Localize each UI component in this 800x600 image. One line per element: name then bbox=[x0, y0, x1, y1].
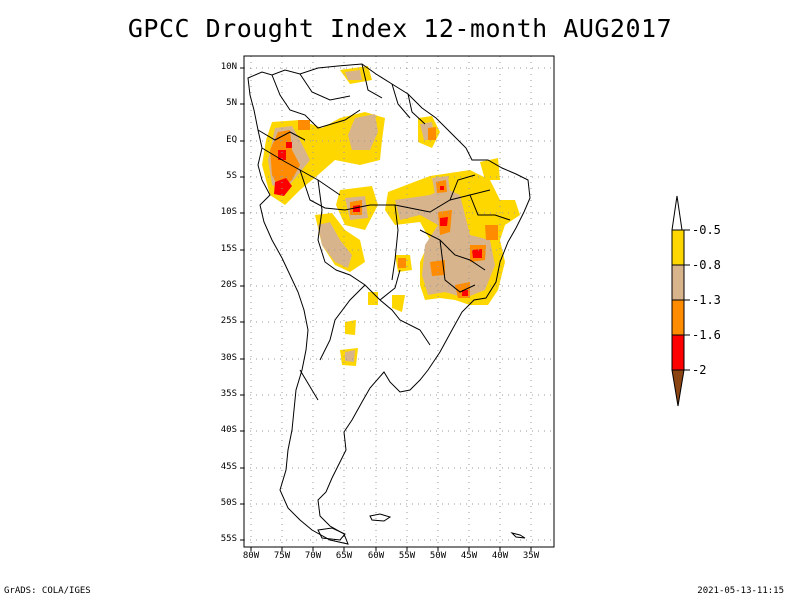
lat-label: 30S bbox=[220, 353, 237, 363]
lat-label: 20S bbox=[220, 280, 237, 290]
legend-colorbar bbox=[671, 195, 690, 407]
coastline bbox=[247, 63, 531, 545]
drought-patch-orange bbox=[298, 120, 310, 130]
drought-patch-tan bbox=[395, 188, 495, 298]
lon-label: 65W bbox=[335, 551, 353, 561]
small-island bbox=[510, 532, 526, 539]
drought-patch-red bbox=[278, 150, 286, 160]
country-borders bbox=[257, 63, 511, 401]
legend-swatch-tan bbox=[671, 264, 685, 301]
plot-frame bbox=[243, 55, 555, 548]
grid-lines bbox=[244, 56, 554, 547]
lat-label: 45S bbox=[220, 462, 237, 472]
drought-patch-red bbox=[274, 178, 292, 196]
lat-label: 55S bbox=[220, 534, 237, 544]
legend-label: -1.3 bbox=[692, 293, 721, 307]
lat-label: 5N bbox=[226, 98, 237, 108]
timestamp: 2021-05-13-11:15 bbox=[697, 586, 784, 596]
lon-label: 35W bbox=[522, 551, 540, 561]
drought-patch-red bbox=[440, 217, 448, 226]
lat-label: 10N bbox=[220, 62, 237, 72]
lat-label: 35S bbox=[220, 389, 237, 399]
south-america-coast bbox=[247, 63, 531, 545]
lat-label: 10S bbox=[220, 207, 237, 217]
lon-label: 75W bbox=[273, 551, 291, 561]
lat-label: 15S bbox=[220, 244, 237, 254]
lat-label: 5S bbox=[226, 171, 237, 181]
drought-patch-tan bbox=[345, 70, 362, 80]
lat-label: 50S bbox=[220, 498, 237, 508]
drought-patch-orange bbox=[428, 127, 436, 140]
legend-swatch-orange bbox=[671, 299, 685, 336]
lon-label: 50W bbox=[429, 551, 447, 561]
lat-label: 40S bbox=[220, 425, 237, 435]
legend-label: -0.8 bbox=[692, 258, 721, 272]
lat-label: 25S bbox=[220, 316, 237, 326]
legend-label: -0.5 bbox=[692, 223, 721, 237]
drought-shading bbox=[262, 66, 520, 366]
drought-patch-yellow bbox=[345, 320, 356, 335]
drought-patch-orange bbox=[485, 225, 498, 240]
grads-credit: GrADS: COLA/IGES bbox=[4, 586, 91, 596]
drought-patch-red bbox=[472, 249, 482, 258]
lon-label: 70W bbox=[304, 551, 322, 561]
drought-patch-red bbox=[462, 290, 468, 296]
legend-swatch-brown bbox=[671, 369, 685, 407]
legend-swatch-white bbox=[671, 195, 683, 231]
lon-label: 45W bbox=[460, 551, 478, 561]
drought-patch-yellow bbox=[392, 295, 405, 312]
lat-label: EQ bbox=[226, 135, 237, 145]
legend-swatch-yellow bbox=[671, 229, 685, 266]
drought-patch-red bbox=[440, 186, 444, 190]
drought-patch-orange bbox=[398, 258, 406, 268]
drought-patch-orange bbox=[430, 260, 445, 276]
lon-label: 80W bbox=[242, 551, 260, 561]
drought-patch-red bbox=[286, 142, 292, 148]
map-title: GPCC Drought Index 12-month AUG2017 bbox=[127, 14, 673, 43]
legend-swatch-red bbox=[671, 334, 685, 371]
falkland-islands bbox=[369, 513, 392, 522]
lon-label: 40W bbox=[491, 551, 509, 561]
drought-patch-yellow bbox=[368, 292, 378, 305]
lon-label: 60W bbox=[367, 551, 385, 561]
drought-patch-tan bbox=[318, 222, 352, 268]
legend-label: -1.6 bbox=[692, 328, 721, 342]
lon-label: 55W bbox=[398, 551, 416, 561]
drought-patch-red bbox=[353, 205, 360, 212]
axis-ticks bbox=[240, 67, 532, 551]
drought-patch-tan bbox=[345, 350, 355, 362]
tierra-del-fuego bbox=[317, 527, 346, 541]
legend-label: -2 bbox=[692, 363, 707, 377]
